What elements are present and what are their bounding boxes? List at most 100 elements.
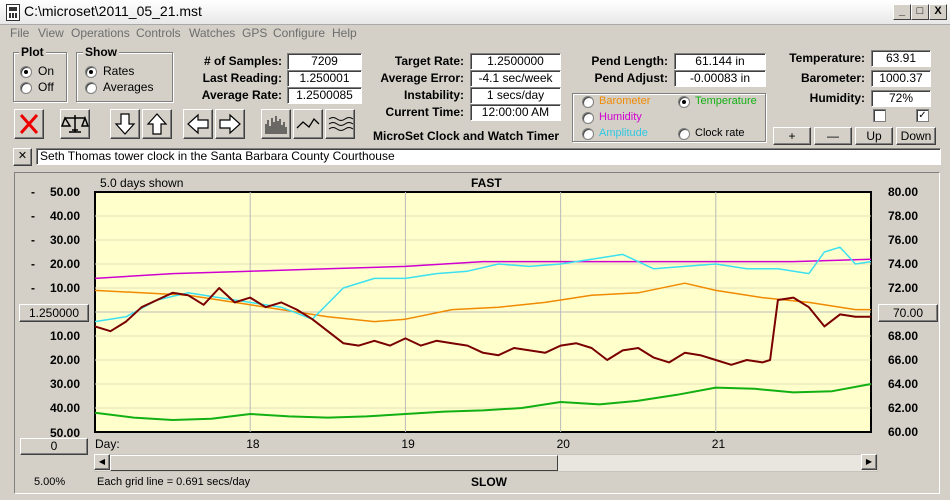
slow-label: SLOW — [471, 475, 507, 489]
left-axis-tick: 50.00 — [49, 426, 80, 440]
smooth-plot-button[interactable] — [293, 109, 323, 139]
left-axis-sign: - — [31, 185, 35, 199]
chart-panel — [14, 172, 940, 494]
humidity-radio[interactable] — [582, 112, 594, 124]
right-axis-tick: 68.00 — [887, 329, 918, 343]
close-button[interactable]: X — [929, 4, 947, 20]
grid-info: Each grid line = 0.691 secs/day — [97, 476, 251, 488]
right-axis-tick: 64.00 — [887, 377, 918, 391]
humidity-series-line — [94, 258, 872, 280]
balance-button[interactable] — [60, 109, 90, 139]
last-reading-label: Last Reading: — [202, 71, 282, 85]
scale-down-button[interactable]: Down — [896, 127, 936, 145]
histogram-button[interactable] — [261, 109, 291, 139]
instability-label: Instability: — [403, 88, 464, 102]
left-axis-tick: 10.00 — [49, 329, 80, 343]
window-title: C:\microset\2011_05_21.mst — [24, 3, 202, 19]
left-axis-tick: 10.00 — [49, 281, 80, 295]
barometer-option: Barometer — [599, 95, 651, 107]
shift-down-button[interactable] — [110, 109, 140, 139]
day-tick-20: 20 — [556, 437, 570, 451]
plot-on-radio[interactable] — [20, 66, 32, 78]
scroll-right-button[interactable]: ▶ — [861, 454, 877, 470]
menu-help[interactable]: Help — [332, 26, 357, 40]
right-center-button[interactable]: 70.00 — [878, 304, 938, 322]
show-averages-label: Averages — [103, 80, 154, 94]
left-axis-sign: - — [31, 209, 35, 223]
rate-series-line — [94, 287, 871, 366]
pend-length-label: Pend Length: — [591, 54, 668, 68]
app-icon — [6, 4, 20, 21]
right-checkbox[interactable]: ✓ — [916, 109, 929, 122]
left-bottom-button[interactable]: 0 — [20, 438, 88, 455]
right-axis-tick: 74.00 — [887, 257, 918, 271]
plot-off-radio[interactable] — [20, 82, 32, 94]
zoom-level: 5.00% — [34, 476, 66, 488]
temperature-radio[interactable] — [678, 96, 690, 108]
clock-rate-radio[interactable] — [678, 128, 690, 140]
menu-configure[interactable]: Configure — [273, 26, 326, 40]
maximize-button[interactable]: □ — [911, 4, 929, 20]
shift-right-button[interactable] — [215, 109, 245, 139]
show-averages-radio[interactable] — [85, 82, 97, 94]
amplitude-series-line — [94, 246, 872, 323]
temperature-field: 63.91 — [871, 50, 931, 67]
left-axis-tick: 30.00 — [49, 233, 80, 247]
humidity-option: Humidity — [599, 111, 642, 123]
shift-up-button[interactable] — [142, 109, 172, 139]
scale-up-button[interactable]: Up — [855, 127, 893, 145]
barometer-radio[interactable] — [582, 96, 594, 108]
menu-gps[interactable]: GPS — [242, 26, 268, 40]
menu-view[interactable]: View — [38, 26, 64, 40]
show-rates-radio[interactable] — [85, 66, 97, 78]
instability-field: 1 secs/day — [470, 87, 561, 104]
scroll-left-button[interactable]: ◀ — [94, 454, 110, 470]
note-field[interactable]: Seth Thomas tower clock in the Santa Bar… — [36, 148, 941, 165]
humidity-label: Humidity: — [809, 91, 865, 105]
left-axis-tick: 30.00 — [49, 377, 80, 391]
current-time-label: Current Time: — [385, 105, 464, 119]
samples-label: # of Samples: — [203, 54, 282, 68]
scale-minus-button[interactable]: — — [814, 127, 852, 145]
barometer-field: 1000.37 — [871, 70, 931, 87]
days-shown-label: 5.0 days shown — [100, 176, 184, 190]
show-rates-label: Rates — [103, 64, 135, 78]
fast-label: FAST — [471, 176, 502, 190]
left-axis-sign: - — [31, 257, 35, 271]
temperature-label: Temperature: — [789, 51, 865, 65]
arrow-right-icon — [219, 113, 241, 135]
wave-icon — [296, 117, 320, 129]
note-close-button[interactable]: ✕ — [13, 148, 32, 166]
pend-adjust-field: -0.00083 in — [674, 70, 766, 87]
shift-left-button[interactable] — [183, 109, 213, 139]
pend-adjust-label: Pend Adjust: — [594, 71, 668, 85]
amplitude-radio[interactable] — [582, 128, 594, 140]
menu-file[interactable]: File — [10, 26, 30, 40]
target-rate-label: Target Rate: — [394, 54, 464, 68]
target-rate-field[interactable]: 1.2500000 — [470, 53, 561, 70]
menu-watches[interactable]: Watches — [189, 26, 236, 40]
right-axis-tick: 60.00 — [887, 425, 918, 439]
average-rate-field: 1.2500085 — [287, 87, 362, 104]
left-axis-sign: - — [31, 233, 35, 247]
plot-area[interactable] — [94, 191, 872, 433]
average-error-label: Average Error: — [380, 71, 464, 85]
plot-on-label: On — [38, 64, 55, 78]
right-axis-tick: 80.00 — [887, 185, 918, 199]
left-checkbox[interactable] — [873, 109, 886, 122]
multi-wave-button[interactable] — [325, 109, 355, 139]
scroll-thumb[interactable] — [110, 455, 558, 471]
clear-button[interactable] — [14, 109, 44, 139]
menu-operations[interactable]: Operations — [71, 26, 130, 40]
left-center-button[interactable]: 1.250000 — [19, 304, 89, 322]
left-axis-tick: 40.00 — [49, 209, 80, 223]
humidity-field: 72% — [871, 90, 931, 107]
right-axis-tick: 78.00 — [887, 209, 918, 223]
day-tick-21: 21 — [711, 437, 726, 451]
menu-controls[interactable]: Controls — [136, 26, 181, 40]
average-rate-label: Average Rate: — [201, 88, 282, 102]
minimize-button[interactable]: _ — [893, 4, 911, 20]
day-tick-19: 19 — [401, 437, 415, 451]
scale-plus-button[interactable]: + — [773, 127, 811, 145]
series-layer — [94, 246, 872, 421]
